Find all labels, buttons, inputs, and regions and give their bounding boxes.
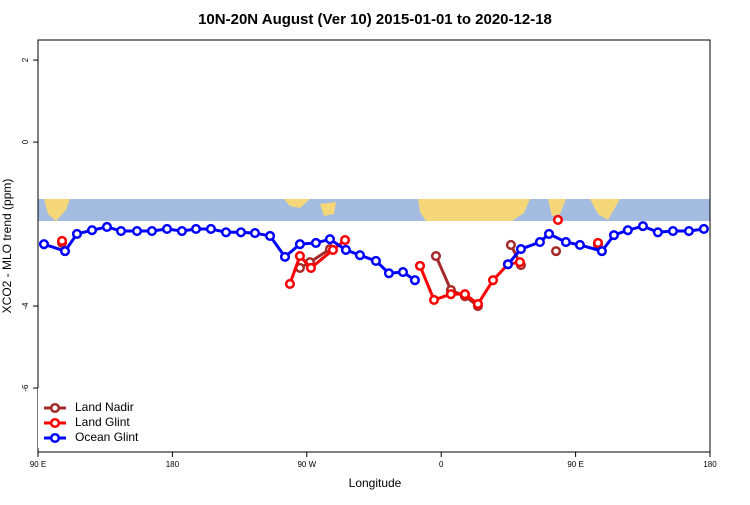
x-tick-label: 90 W [297, 460, 316, 469]
data-point [409, 275, 420, 286]
data-point [235, 227, 246, 238]
data-point [550, 246, 562, 257]
data-point [534, 237, 545, 248]
data-point [294, 239, 305, 250]
x-tick-label: 90 E [567, 460, 583, 469]
x-tick-label: 180 [703, 460, 717, 469]
data-point [683, 225, 694, 237]
data-point [339, 235, 351, 246]
data-point [487, 275, 499, 286]
data-point [131, 225, 143, 237]
x-tick-label: 90 E [30, 460, 46, 469]
data-point [414, 260, 426, 271]
data-point [190, 223, 202, 235]
plot-frame [37, 39, 711, 453]
data-point [87, 225, 98, 236]
chart-title: 10N-20N August (Ver 10) 2015-01-01 to 20… [198, 11, 552, 28]
data-point [284, 278, 295, 289]
data-point [459, 289, 470, 300]
data-point [310, 237, 321, 248]
data-point [543, 228, 555, 239]
y-axis-label: XCO2 - MLO trend (ppm) [0, 179, 14, 314]
data-point [56, 235, 68, 246]
data-point [515, 244, 526, 255]
legend-marker [49, 402, 61, 414]
data-point [327, 244, 338, 255]
data-point [59, 246, 71, 257]
y-tick-label: 0 [21, 139, 30, 144]
data-point [71, 228, 83, 239]
legend-label: Ocean Glint [75, 430, 139, 444]
data-point [383, 268, 394, 279]
data-point [514, 257, 525, 268]
data-point [698, 223, 709, 235]
data-point [505, 239, 516, 251]
map-band [38, 199, 710, 221]
x-axis-label: Longitude [349, 476, 402, 490]
data-point [502, 259, 514, 270]
data-point [652, 227, 663, 238]
y-tick-label: -6 [21, 384, 30, 392]
y-tick-label: -4 [21, 302, 30, 310]
data-point [472, 298, 483, 310]
data-point [265, 230, 276, 242]
data-point [397, 266, 409, 278]
data-point [220, 227, 232, 238]
legend-marker [49, 417, 61, 429]
data-point [305, 262, 317, 273]
x-tick-label: 0 [439, 460, 444, 469]
data-point [249, 228, 261, 239]
data-point [552, 214, 564, 226]
data-point [115, 225, 127, 237]
data-point [354, 250, 366, 261]
x-tick-label: 180 [166, 460, 180, 469]
data-point [176, 225, 188, 237]
data-point [428, 294, 440, 305]
data-point [430, 250, 442, 262]
data-point [279, 251, 291, 262]
data-point [324, 234, 335, 245]
data-point [370, 255, 381, 267]
data-point [101, 221, 113, 232]
data-point [574, 239, 585, 251]
data-point [294, 250, 305, 262]
y-tick-label: 2 [21, 57, 30, 62]
data-point [596, 246, 607, 257]
legend-label: Land Glint [75, 415, 130, 429]
data-point [667, 225, 679, 237]
data-point [38, 239, 50, 250]
data-point [637, 221, 648, 232]
legend-label: Land Nadir [75, 400, 134, 414]
data-point [445, 289, 456, 300]
data-point [161, 223, 173, 235]
legend-marker [49, 432, 61, 444]
data-point [146, 225, 157, 237]
data-point [622, 225, 633, 236]
data-point [608, 230, 620, 241]
data-point [340, 244, 351, 255]
data-point [560, 237, 571, 248]
data-point [592, 237, 604, 248]
data-point [205, 223, 216, 235]
